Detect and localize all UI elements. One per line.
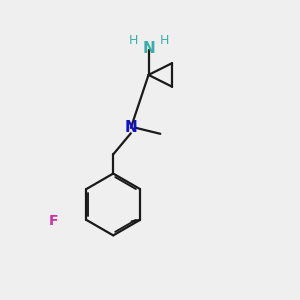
Text: N: N [142, 41, 155, 56]
Text: F: F [49, 214, 58, 228]
Text: H: H [160, 34, 169, 47]
Text: H: H [129, 34, 139, 47]
Text: N: N [124, 120, 137, 135]
